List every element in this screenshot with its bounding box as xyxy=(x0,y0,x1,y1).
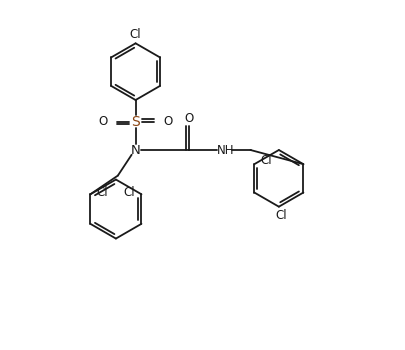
Text: Cl: Cl xyxy=(275,209,287,222)
Text: Cl: Cl xyxy=(96,186,108,199)
Text: O: O xyxy=(163,115,173,128)
Text: N: N xyxy=(131,144,141,156)
Text: Cl: Cl xyxy=(260,154,272,167)
Text: Cl: Cl xyxy=(124,186,135,199)
Text: O: O xyxy=(184,112,193,125)
Text: NH: NH xyxy=(217,144,234,156)
Text: O: O xyxy=(99,115,108,128)
Text: S: S xyxy=(131,115,140,129)
Text: Cl: Cl xyxy=(130,28,141,41)
